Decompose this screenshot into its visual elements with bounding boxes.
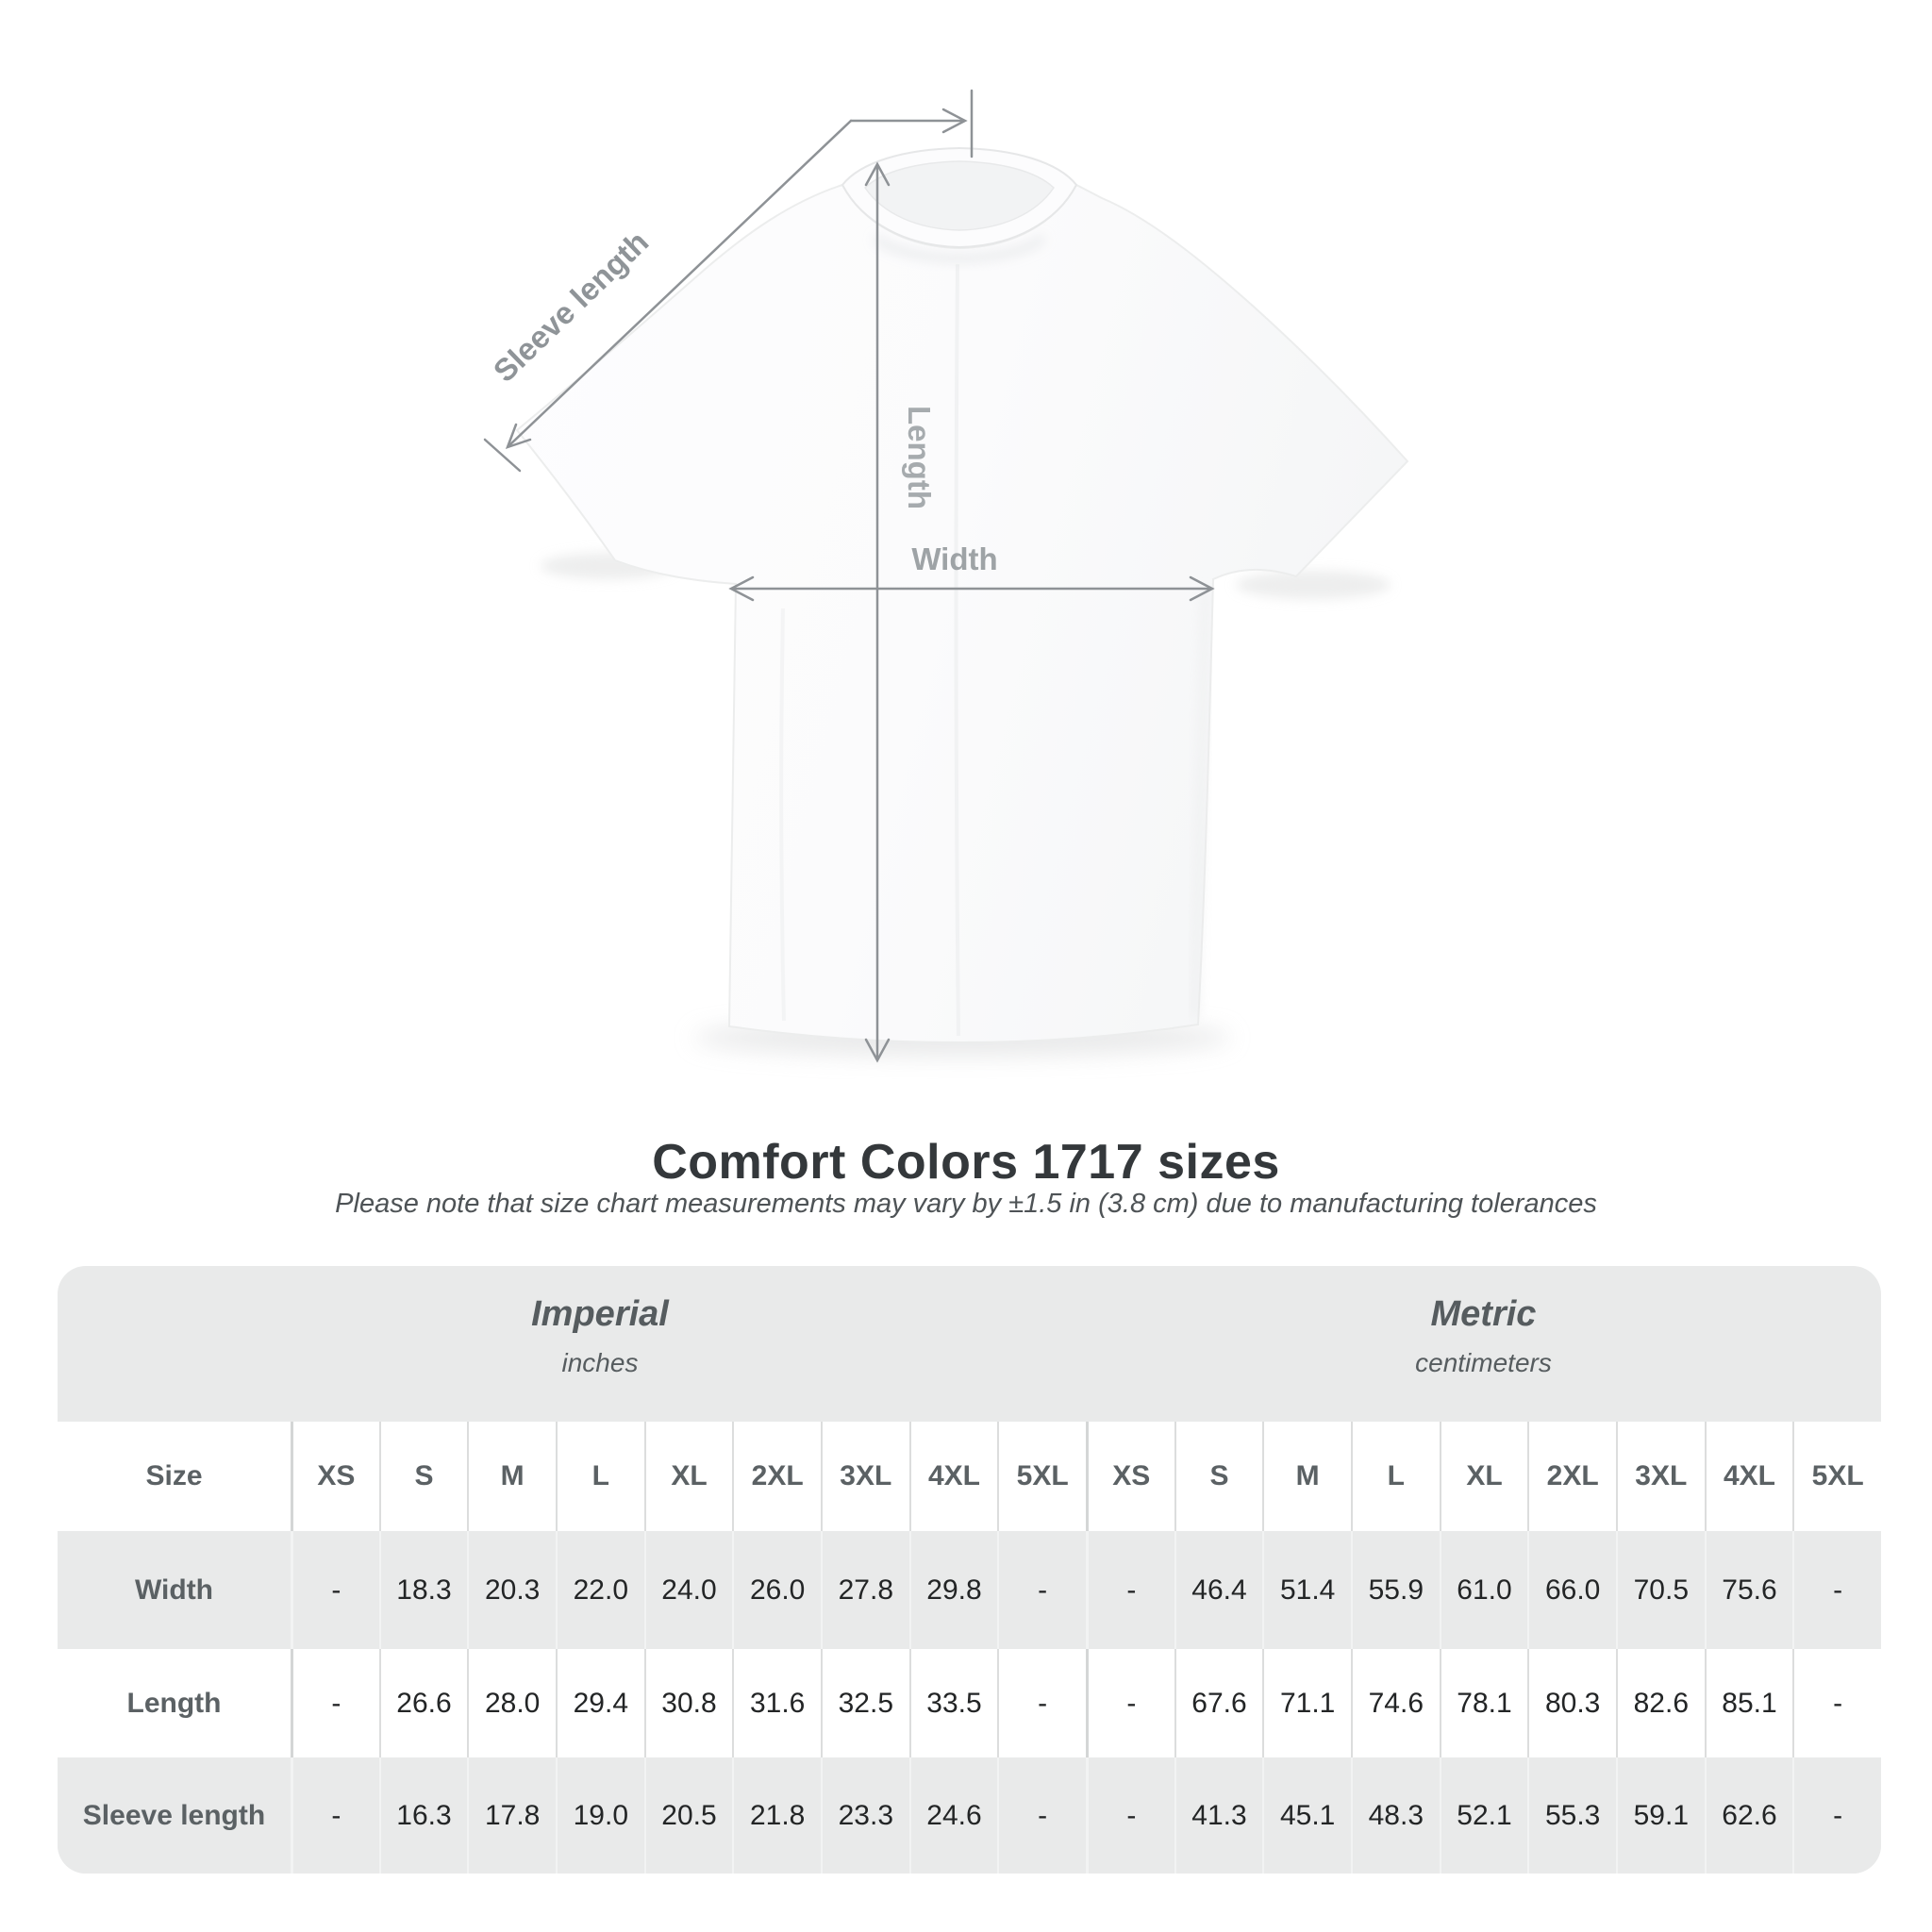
size-col-header-metric: 5XL <box>1792 1422 1881 1531</box>
size-col-header-imperial: S <box>378 1422 468 1531</box>
row-label: Sleeve length <box>58 1757 291 1874</box>
measurement-value-imperial: 23.3 <box>820 1757 909 1874</box>
metric-unit: centimeters <box>1415 1348 1552 1377</box>
size-col-header-metric: XS <box>1085 1422 1174 1531</box>
measurement-value-imperial: 32.5 <box>820 1649 909 1757</box>
measurement-value-imperial: - <box>997 1649 1086 1757</box>
measurement-value-metric: 71.1 <box>1262 1649 1351 1757</box>
sleeve-length-arrow <box>483 89 974 473</box>
measurement-value-metric: 75.6 <box>1704 1531 1793 1649</box>
measurement-value-imperial: 31.6 <box>732 1649 821 1757</box>
measurement-value-imperial: 18.3 <box>378 1531 468 1649</box>
size-row-label: Size <box>58 1422 291 1531</box>
measurement-value-metric: - <box>1792 1531 1881 1649</box>
size-col-header-metric: L <box>1350 1422 1440 1531</box>
measurement-value-imperial: 27.8 <box>820 1531 909 1649</box>
measurement-value-metric: - <box>1085 1757 1174 1874</box>
imperial-title: Imperial <box>531 1294 669 1334</box>
measurement-value-metric: - <box>1085 1531 1174 1649</box>
measurement-value-imperial: - <box>291 1757 379 1874</box>
width-label: Width <box>911 541 997 576</box>
page-note: Please note that size chart measurements… <box>335 1189 1597 1219</box>
size-col-header-metric: 4XL <box>1704 1422 1793 1531</box>
measurement-value-imperial: 24.6 <box>908 1757 998 1874</box>
measurement-value-imperial: 17.8 <box>467 1757 556 1874</box>
measurement-value-metric: 48.3 <box>1350 1757 1440 1874</box>
measurement-value-metric: 61.0 <box>1439 1531 1528 1649</box>
measurement-value-imperial: 28.0 <box>467 1649 556 1757</box>
tshirt-illustration <box>515 146 1409 1044</box>
tshirt-size-diagram: Sleeve length Length Width <box>483 89 1409 1063</box>
measurement-value-metric: 82.6 <box>1615 1649 1705 1757</box>
measurement-value-imperial: 26.0 <box>732 1531 821 1649</box>
length-label: Length <box>902 406 937 509</box>
size-col-header-metric: 3XL <box>1615 1422 1705 1531</box>
measurement-value-metric: 45.1 <box>1262 1757 1351 1874</box>
measurement-value-metric: 62.6 <box>1704 1757 1793 1874</box>
measurement-value-metric: - <box>1792 1649 1881 1757</box>
measurement-value-imperial: 20.5 <box>643 1757 733 1874</box>
width-arrow <box>728 575 1215 602</box>
measurement-value-imperial: 30.8 <box>643 1649 733 1757</box>
measurement-value-metric: 67.6 <box>1174 1649 1263 1757</box>
measurement-value-imperial: - <box>291 1649 379 1757</box>
measurement-value-imperial: - <box>291 1531 379 1649</box>
collar-opening <box>864 160 1055 231</box>
measurement-value-imperial: 16.3 <box>378 1757 468 1874</box>
measurement-value-metric: 66.0 <box>1527 1531 1616 1649</box>
measurement-value-metric: - <box>1085 1649 1174 1757</box>
size-table: Imperial inches Metric centimeters Size XS S M L… <box>58 1266 1881 1874</box>
measurement-value-metric: 55.9 <box>1350 1531 1440 1649</box>
size-col-header-imperial: 4XL <box>908 1422 998 1531</box>
size-col-header-imperial: M <box>467 1422 556 1531</box>
size-col-header-metric: M <box>1262 1422 1351 1531</box>
measurement-value-imperial: 29.8 <box>908 1531 998 1649</box>
measurement-value-metric: 52.1 <box>1439 1757 1528 1874</box>
measurement-value-metric: 70.5 <box>1615 1531 1705 1649</box>
measurement-value-imperial: - <box>997 1757 1086 1874</box>
imperial-unit: inches <box>561 1348 639 1377</box>
page-title: Comfort Colors 1717 sizes <box>652 1135 1280 1190</box>
measurement-value-metric: 55.3 <box>1527 1757 1616 1874</box>
metric-title: Metric <box>1430 1294 1537 1334</box>
measurement-value-imperial: 26.6 <box>378 1649 468 1757</box>
imperial-header: Imperial inches <box>86 1266 1114 1422</box>
size-col-header-imperial: XS <box>291 1422 379 1531</box>
measurement-value-imperial: 24.0 <box>643 1531 733 1649</box>
measurement-value-metric: 80.3 <box>1527 1649 1616 1757</box>
measurement-value-metric: - <box>1792 1757 1881 1874</box>
measurement-value-imperial: - <box>997 1531 1086 1649</box>
measurement-value-metric: 74.6 <box>1350 1649 1440 1757</box>
size-col-header-imperial: XL <box>643 1422 733 1531</box>
measurement-value-imperial: 21.8 <box>732 1757 821 1874</box>
measurement-value-imperial: 22.0 <box>555 1531 644 1649</box>
metric-header: Metric centimeters <box>1086 1266 1881 1422</box>
size-col-header-metric: S <box>1174 1422 1263 1531</box>
measurement-value-imperial: 19.0 <box>555 1757 644 1874</box>
size-col-header-metric: 2XL <box>1527 1422 1616 1531</box>
size-col-header-imperial: 2XL <box>732 1422 821 1531</box>
size-col-header-metric: XL <box>1439 1422 1528 1531</box>
measurement-value-metric: 85.1 <box>1704 1649 1793 1757</box>
measurement-value-imperial: 20.3 <box>467 1531 556 1649</box>
measurement-value-metric: 51.4 <box>1262 1531 1351 1649</box>
measurement-value-imperial: 33.5 <box>908 1649 998 1757</box>
measurement-value-metric: 78.1 <box>1439 1649 1528 1757</box>
row-label: Width <box>58 1531 291 1649</box>
row-label: Length <box>58 1649 291 1757</box>
measurement-value-imperial: 29.4 <box>555 1649 644 1757</box>
size-col-header-imperial: 3XL <box>820 1422 909 1531</box>
length-arrow <box>864 161 891 1063</box>
size-col-header-imperial: 5XL <box>997 1422 1086 1531</box>
measurement-value-metric: 46.4 <box>1174 1531 1263 1649</box>
measurement-value-metric: 59.1 <box>1615 1757 1705 1874</box>
measurement-value-metric: 41.3 <box>1174 1757 1263 1874</box>
size-col-header-imperial: L <box>555 1422 644 1531</box>
